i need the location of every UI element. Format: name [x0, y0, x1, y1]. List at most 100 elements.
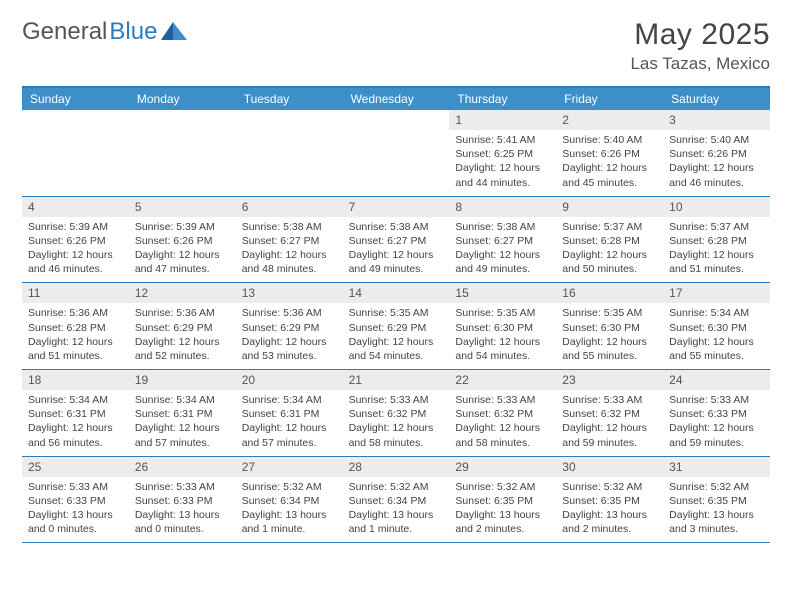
daylight-line: Daylight: 12 hours and 47 minutes. [135, 248, 230, 276]
day-header: Monday [129, 88, 236, 110]
day-cell: 11Sunrise: 5:36 AMSunset: 6:28 PMDayligh… [22, 283, 129, 369]
day-cell: 22Sunrise: 5:33 AMSunset: 6:32 PMDayligh… [449, 370, 556, 456]
day-cell: 25Sunrise: 5:33 AMSunset: 6:33 PMDayligh… [22, 457, 129, 543]
sunrise-line: Sunrise: 5:33 AM [669, 393, 764, 407]
day-number [129, 110, 236, 130]
day-cell: 26Sunrise: 5:33 AMSunset: 6:33 PMDayligh… [129, 457, 236, 543]
sunrise-line: Sunrise: 5:35 AM [455, 306, 550, 320]
calendar: SundayMondayTuesdayWednesdayThursdayFrid… [22, 86, 770, 543]
sunrise-line: Sunrise: 5:32 AM [349, 480, 444, 494]
day-number: 7 [343, 197, 450, 217]
page-header: GeneralBlue May 2025 Las Tazas, Mexico [22, 18, 770, 74]
sunset-line: Sunset: 6:26 PM [562, 147, 657, 161]
sunset-line: Sunset: 6:29 PM [349, 321, 444, 335]
day-number [22, 110, 129, 130]
day-number: 8 [449, 197, 556, 217]
empty-cell [236, 110, 343, 196]
daylight-line: Daylight: 12 hours and 56 minutes. [28, 421, 123, 449]
day-cell: 20Sunrise: 5:34 AMSunset: 6:31 PMDayligh… [236, 370, 343, 456]
logo: GeneralBlue [22, 18, 187, 46]
sunset-line: Sunset: 6:28 PM [669, 234, 764, 248]
week-row: 4Sunrise: 5:39 AMSunset: 6:26 PMDaylight… [22, 197, 770, 284]
sunrise-line: Sunrise: 5:41 AM [455, 133, 550, 147]
daylight-line: Daylight: 12 hours and 49 minutes. [349, 248, 444, 276]
sunrise-line: Sunrise: 5:37 AM [669, 220, 764, 234]
daylight-line: Daylight: 12 hours and 59 minutes. [669, 421, 764, 449]
sunset-line: Sunset: 6:35 PM [669, 494, 764, 508]
week-row: 1Sunrise: 5:41 AMSunset: 6:25 PMDaylight… [22, 110, 770, 197]
day-cell: 13Sunrise: 5:36 AMSunset: 6:29 PMDayligh… [236, 283, 343, 369]
daylight-line: Daylight: 12 hours and 44 minutes. [455, 161, 550, 189]
day-cell: 18Sunrise: 5:34 AMSunset: 6:31 PMDayligh… [22, 370, 129, 456]
sunset-line: Sunset: 6:34 PM [349, 494, 444, 508]
day-header: Wednesday [343, 88, 450, 110]
day-number: 16 [556, 283, 663, 303]
day-number: 24 [663, 370, 770, 390]
daylight-line: Daylight: 12 hours and 50 minutes. [562, 248, 657, 276]
sunset-line: Sunset: 6:32 PM [455, 407, 550, 421]
title-location: Las Tazas, Mexico [630, 54, 770, 74]
day-number [236, 110, 343, 130]
day-number: 6 [236, 197, 343, 217]
day-cell: 17Sunrise: 5:34 AMSunset: 6:30 PMDayligh… [663, 283, 770, 369]
day-number: 20 [236, 370, 343, 390]
day-header: Sunday [22, 88, 129, 110]
day-number: 17 [663, 283, 770, 303]
day-number: 10 [663, 197, 770, 217]
sunrise-line: Sunrise: 5:33 AM [455, 393, 550, 407]
day-cell: 31Sunrise: 5:32 AMSunset: 6:35 PMDayligh… [663, 457, 770, 543]
day-number: 25 [22, 457, 129, 477]
day-cell: 3Sunrise: 5:40 AMSunset: 6:26 PMDaylight… [663, 110, 770, 196]
day-number [343, 110, 450, 130]
sunset-line: Sunset: 6:35 PM [455, 494, 550, 508]
sunrise-line: Sunrise: 5:32 AM [455, 480, 550, 494]
sunrise-line: Sunrise: 5:36 AM [135, 306, 230, 320]
sunset-line: Sunset: 6:33 PM [135, 494, 230, 508]
daylight-line: Daylight: 12 hours and 46 minutes. [28, 248, 123, 276]
sunset-line: Sunset: 6:30 PM [669, 321, 764, 335]
day-cell: 4Sunrise: 5:39 AMSunset: 6:26 PMDaylight… [22, 197, 129, 283]
daylight-line: Daylight: 12 hours and 46 minutes. [669, 161, 764, 189]
day-cell: 9Sunrise: 5:37 AMSunset: 6:28 PMDaylight… [556, 197, 663, 283]
day-cell: 27Sunrise: 5:32 AMSunset: 6:34 PMDayligh… [236, 457, 343, 543]
sunset-line: Sunset: 6:27 PM [349, 234, 444, 248]
calendar-body: 1Sunrise: 5:41 AMSunset: 6:25 PMDaylight… [22, 110, 770, 543]
day-number: 11 [22, 283, 129, 303]
day-cell: 15Sunrise: 5:35 AMSunset: 6:30 PMDayligh… [449, 283, 556, 369]
daylight-line: Daylight: 12 hours and 51 minutes. [669, 248, 764, 276]
sunset-line: Sunset: 6:32 PM [562, 407, 657, 421]
sunset-line: Sunset: 6:26 PM [669, 147, 764, 161]
daylight-line: Daylight: 12 hours and 48 minutes. [242, 248, 337, 276]
logo-text-2: Blue [109, 18, 157, 46]
sunrise-line: Sunrise: 5:32 AM [562, 480, 657, 494]
sunset-line: Sunset: 6:30 PM [562, 321, 657, 335]
daylight-line: Daylight: 12 hours and 51 minutes. [28, 335, 123, 363]
day-cell: 28Sunrise: 5:32 AMSunset: 6:34 PMDayligh… [343, 457, 450, 543]
daylight-line: Daylight: 13 hours and 2 minutes. [455, 508, 550, 536]
daylight-line: Daylight: 12 hours and 52 minutes. [135, 335, 230, 363]
day-cell: 8Sunrise: 5:38 AMSunset: 6:27 PMDaylight… [449, 197, 556, 283]
sunrise-line: Sunrise: 5:34 AM [28, 393, 123, 407]
sunset-line: Sunset: 6:31 PM [28, 407, 123, 421]
day-cell: 24Sunrise: 5:33 AMSunset: 6:33 PMDayligh… [663, 370, 770, 456]
day-number: 28 [343, 457, 450, 477]
sunrise-line: Sunrise: 5:33 AM [28, 480, 123, 494]
title-month: May 2025 [630, 18, 770, 52]
sunrise-line: Sunrise: 5:40 AM [669, 133, 764, 147]
day-cell: 6Sunrise: 5:38 AMSunset: 6:27 PMDaylight… [236, 197, 343, 283]
sunset-line: Sunset: 6:26 PM [135, 234, 230, 248]
daylight-line: Daylight: 12 hours and 58 minutes. [349, 421, 444, 449]
daylight-line: Daylight: 12 hours and 55 minutes. [669, 335, 764, 363]
day-number: 26 [129, 457, 236, 477]
sunrise-line: Sunrise: 5:34 AM [135, 393, 230, 407]
day-number: 14 [343, 283, 450, 303]
sunrise-line: Sunrise: 5:36 AM [242, 306, 337, 320]
daylight-line: Daylight: 12 hours and 57 minutes. [135, 421, 230, 449]
sunrise-line: Sunrise: 5:32 AM [242, 480, 337, 494]
sunset-line: Sunset: 6:34 PM [242, 494, 337, 508]
sunset-line: Sunset: 6:27 PM [242, 234, 337, 248]
day-cell: 16Sunrise: 5:35 AMSunset: 6:30 PMDayligh… [556, 283, 663, 369]
sunset-line: Sunset: 6:33 PM [28, 494, 123, 508]
day-cell: 29Sunrise: 5:32 AMSunset: 6:35 PMDayligh… [449, 457, 556, 543]
day-cell: 14Sunrise: 5:35 AMSunset: 6:29 PMDayligh… [343, 283, 450, 369]
